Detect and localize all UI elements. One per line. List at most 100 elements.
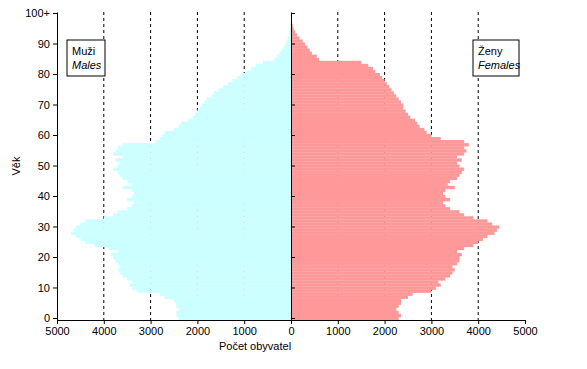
bar xyxy=(118,262,291,265)
tick-mark xyxy=(197,320,198,324)
tick: 4000 xyxy=(92,320,116,337)
bar xyxy=(291,125,420,128)
bar xyxy=(181,122,291,125)
tick-mark xyxy=(53,318,57,319)
tick-label: 10 xyxy=(38,282,50,294)
series-title: Ženy xyxy=(478,45,503,57)
bar xyxy=(277,55,291,58)
tick xyxy=(291,166,295,167)
tick xyxy=(291,135,295,136)
tick-mark xyxy=(291,105,295,106)
bar xyxy=(291,244,474,247)
tick-label: 2000 xyxy=(186,325,210,337)
bar xyxy=(132,204,291,207)
bar xyxy=(204,100,291,103)
tick-mark xyxy=(525,320,526,324)
bar xyxy=(113,213,291,216)
bar xyxy=(94,244,291,247)
tick-label: 3000 xyxy=(139,325,163,337)
bar xyxy=(118,164,291,167)
bar xyxy=(291,46,307,49)
bar xyxy=(291,280,438,283)
bar xyxy=(291,49,310,52)
bar xyxy=(291,103,403,106)
bar xyxy=(176,311,291,314)
bar xyxy=(118,268,291,271)
label-box xyxy=(67,40,105,76)
tick: 2000 xyxy=(186,320,210,337)
bar xyxy=(120,161,291,164)
bar xyxy=(291,140,464,143)
tick-mark xyxy=(151,320,152,324)
bar xyxy=(291,128,424,131)
bar xyxy=(279,52,291,55)
bar xyxy=(188,119,291,122)
bar xyxy=(291,204,445,207)
bar xyxy=(127,180,291,183)
tick-mark xyxy=(291,44,295,45)
bar xyxy=(291,189,445,192)
bar xyxy=(120,271,291,274)
tick-mark xyxy=(385,320,386,324)
bar xyxy=(291,235,488,238)
tick-label: 30 xyxy=(38,221,50,233)
bar xyxy=(291,97,399,100)
bar xyxy=(130,283,291,286)
bar xyxy=(120,174,291,177)
bar xyxy=(291,262,457,265)
tick-label: 5000 xyxy=(45,325,69,337)
tick-label: 60 xyxy=(38,129,50,141)
tick xyxy=(291,196,295,197)
tick-label: 40 xyxy=(38,190,50,202)
bar xyxy=(85,241,291,244)
tick-label: 4000 xyxy=(466,325,490,337)
bar xyxy=(291,293,413,296)
bar xyxy=(132,189,291,192)
tick: 4000 xyxy=(466,320,490,337)
bar xyxy=(291,177,457,180)
tick-mark xyxy=(291,135,295,136)
bar xyxy=(291,238,483,241)
tick-mark xyxy=(431,320,432,324)
bar xyxy=(137,290,291,293)
x-axis-title: Počet obyvatel xyxy=(219,340,291,352)
bar xyxy=(211,94,291,97)
tick: 50 xyxy=(38,160,57,172)
bar xyxy=(291,94,396,97)
axes: 5000400030002000100000102030405060708090… xyxy=(25,7,538,337)
bar xyxy=(247,70,291,73)
bar xyxy=(289,33,291,36)
tick-mark xyxy=(53,257,57,258)
bar xyxy=(116,259,292,262)
bar xyxy=(80,238,291,241)
bar xyxy=(120,265,291,268)
series-title: Muži xyxy=(72,45,95,57)
bar xyxy=(291,149,467,152)
bar xyxy=(291,42,305,45)
bar xyxy=(123,143,291,146)
bar xyxy=(291,290,431,293)
tick-mark xyxy=(53,166,57,167)
bar xyxy=(291,67,373,70)
tick-mark xyxy=(53,105,57,106)
tick: 1000 xyxy=(326,320,350,337)
bar xyxy=(291,213,464,216)
bar xyxy=(284,46,291,49)
bar xyxy=(162,134,291,137)
texts: MužiMalesPočet obyvatelVěkŽenyFemales xyxy=(10,40,521,352)
tick-mark xyxy=(53,196,57,197)
tick xyxy=(291,226,295,227)
bar xyxy=(291,70,375,73)
bar xyxy=(291,253,462,256)
tick-label: 100+ xyxy=(25,7,50,19)
tick-mark xyxy=(291,166,295,167)
bar xyxy=(291,256,459,259)
tick: 5000 xyxy=(513,320,537,337)
bar xyxy=(251,67,291,70)
bar xyxy=(132,195,291,198)
bar xyxy=(176,302,291,305)
tick: 20 xyxy=(38,251,57,263)
bar xyxy=(291,58,319,61)
tick-mark xyxy=(291,13,295,14)
bar xyxy=(132,183,291,186)
